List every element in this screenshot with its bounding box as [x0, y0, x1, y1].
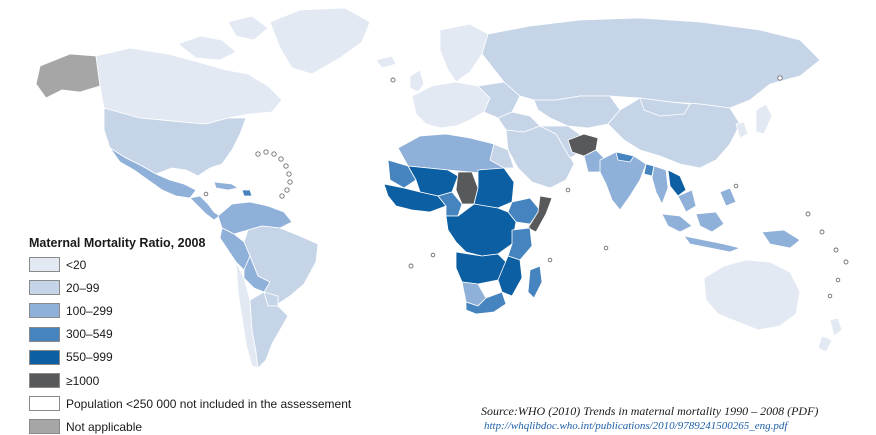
- source-citation: Source:WHO (2010) Trends in maternal mor…: [481, 404, 819, 418]
- legend-item: 550–999: [29, 349, 113, 366]
- legend-title: Maternal Mortality Ratio, 2008: [29, 236, 206, 250]
- legend-item: 20–99: [29, 279, 99, 296]
- legend-item: 100–299: [29, 302, 113, 319]
- region-europe: [411, 81, 491, 129]
- legend-label: 100–299: [66, 303, 113, 318]
- region-chad: [455, 171, 479, 205]
- legend-swatch: [29, 349, 60, 365]
- legend-item: 300–549: [29, 326, 113, 343]
- region-canada: [95, 47, 283, 125]
- region-sudan: [473, 167, 515, 209]
- legend-label: 550–999: [66, 350, 113, 365]
- legend-label: 300–549: [66, 327, 113, 342]
- legend-swatch: [29, 373, 60, 388]
- region-laos: [667, 169, 687, 197]
- legend-item: <20: [29, 256, 86, 273]
- legend-swatch: [29, 280, 60, 296]
- region-west-africa: [383, 183, 447, 213]
- legend-label: Not applicable: [66, 419, 143, 434]
- region-scandinavia: [439, 23, 489, 83]
- legend-label: Population <250 000 not included in the …: [66, 396, 352, 411]
- region-argentina: [249, 291, 289, 369]
- legend-item: Population <250 000 not included in the …: [29, 395, 351, 412]
- caribbean-islets: [255, 149, 293, 199]
- legend-item: ≥1000: [29, 372, 99, 389]
- legend-label: <20: [66, 257, 87, 272]
- region-alaska: [35, 53, 101, 99]
- legend-swatch: [29, 257, 60, 272]
- region-south-africa: [465, 291, 507, 315]
- source-link[interactable]: http://whqlibdoc.who.int/publications/20…: [484, 420, 788, 432]
- legend-swatch: [29, 303, 60, 319]
- region-arctic-islands: [177, 35, 237, 61]
- legend-swatch: [29, 326, 60, 342]
- legend-item: Not applicable: [29, 418, 142, 435]
- region-somalia: [527, 195, 553, 233]
- legend: Maternal Mortality Ratio, 2008 <20 20–99 1…: [29, 236, 389, 435]
- legend-swatch: [29, 419, 60, 435]
- region-australia: [703, 259, 801, 331]
- region-middle-east: [505, 125, 575, 189]
- region-greenland: [269, 7, 371, 75]
- legend-label: ≥1000: [66, 373, 100, 388]
- legend-label: 20–99: [66, 280, 100, 295]
- region-southeast-asia: [661, 213, 693, 233]
- legend-swatch: [29, 396, 60, 412]
- region-madagascar: [527, 265, 543, 299]
- region-central-america: [189, 195, 221, 221]
- region-mexico: [109, 147, 197, 199]
- region-russia: [481, 17, 821, 109]
